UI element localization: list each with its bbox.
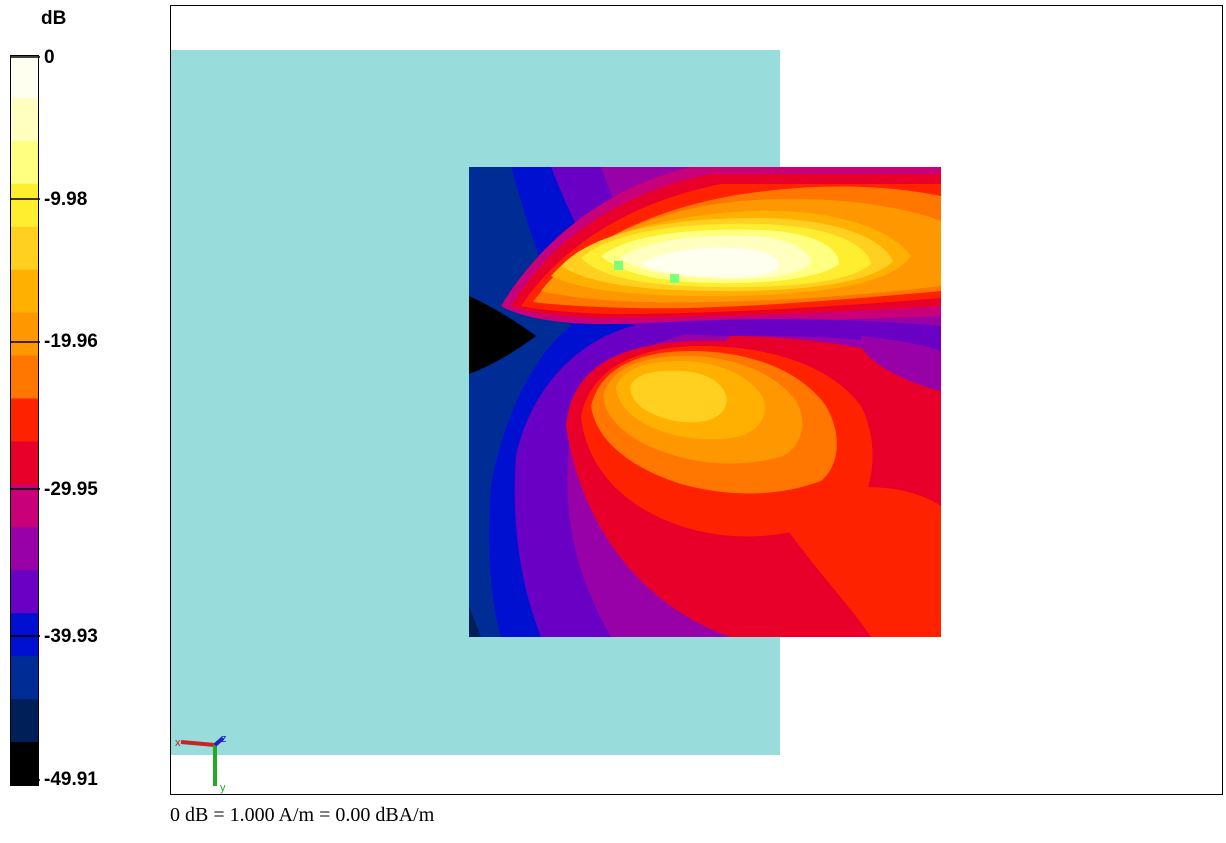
colorbar-band [10,699,38,743]
colorbar-band [10,312,38,357]
peak-marker-1 [614,261,623,270]
axis-y-label: y [220,782,226,794]
colorbar-unit-label: dB [41,8,67,29]
peak-marker-2 [670,274,679,283]
colorbar-band [10,527,38,571]
colorbar-band [10,613,38,657]
colorbar-band [10,226,38,271]
colorbar-band [10,484,38,528]
colorbar-band [10,441,38,485]
colorbar-band [10,742,38,786]
colorbar-tick-5: -49.91 [44,769,98,790]
reference-level-caption: 0 dB = 1.000 A/m = 0.00 dBA/m [170,804,435,826]
colorbar-band [10,570,38,614]
axis-z-label: z [221,733,227,745]
colorbar-band [10,97,38,142]
colorbar-band [10,656,38,700]
axis-x-label: x [175,737,181,749]
colorbar-band [10,398,38,442]
colorbar-tick-3: -29.95 [44,479,98,500]
colorbar-tick-1: -9.98 [44,189,88,210]
colorbar-tick-4: -39.93 [44,626,98,647]
colorbar-band [10,355,38,400]
colorbar-band [10,140,38,185]
viewport-canvas: x z y [171,50,941,794]
axes-triad-icon: x z y [175,733,227,794]
colorbar-legend: dB 0 -9.98 -19.96 -29.95 -39.93 -49.91 [0,0,170,800]
colorbar-tick-0: 0 [44,47,55,68]
colorbar-band [10,55,38,99]
field-viewport[interactable]: x z y [170,5,1223,795]
colorbar-band [10,183,38,228]
colorbar-gradient [10,55,40,786]
colorbar-tick-2: -19.96 [44,331,98,352]
field-distribution-map [469,167,941,637]
colorbar-band [10,269,38,314]
